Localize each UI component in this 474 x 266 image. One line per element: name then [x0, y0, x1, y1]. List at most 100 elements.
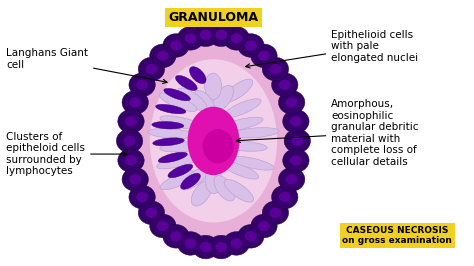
- Text: GRANULOMA: GRANULOMA: [168, 11, 258, 24]
- Ellipse shape: [177, 232, 204, 255]
- Ellipse shape: [251, 214, 277, 238]
- Ellipse shape: [129, 73, 155, 97]
- Ellipse shape: [124, 136, 136, 146]
- Ellipse shape: [160, 142, 206, 152]
- Text: Langhans Giant
cell: Langhans Giant cell: [6, 48, 167, 84]
- Ellipse shape: [178, 88, 207, 111]
- Ellipse shape: [163, 34, 189, 57]
- Ellipse shape: [129, 97, 141, 107]
- Ellipse shape: [146, 207, 157, 218]
- Ellipse shape: [190, 113, 226, 153]
- Ellipse shape: [224, 79, 253, 102]
- Ellipse shape: [272, 73, 298, 97]
- Ellipse shape: [129, 185, 155, 209]
- Ellipse shape: [150, 44, 176, 68]
- Ellipse shape: [184, 238, 196, 249]
- Ellipse shape: [192, 23, 219, 47]
- Ellipse shape: [283, 149, 309, 172]
- Ellipse shape: [279, 192, 291, 202]
- Ellipse shape: [152, 122, 184, 129]
- Ellipse shape: [286, 97, 298, 107]
- Ellipse shape: [290, 155, 302, 166]
- Ellipse shape: [148, 128, 195, 139]
- Ellipse shape: [251, 44, 277, 68]
- Ellipse shape: [175, 76, 197, 90]
- Ellipse shape: [270, 207, 282, 218]
- Ellipse shape: [177, 27, 204, 50]
- Ellipse shape: [181, 173, 201, 189]
- Ellipse shape: [160, 171, 197, 190]
- Ellipse shape: [117, 129, 143, 153]
- Ellipse shape: [118, 110, 144, 133]
- Ellipse shape: [122, 168, 148, 191]
- Ellipse shape: [258, 221, 270, 231]
- Ellipse shape: [122, 91, 148, 114]
- Ellipse shape: [224, 180, 254, 202]
- Ellipse shape: [190, 67, 206, 84]
- Ellipse shape: [125, 116, 137, 126]
- Ellipse shape: [125, 155, 137, 166]
- Ellipse shape: [170, 231, 182, 242]
- Ellipse shape: [200, 30, 211, 40]
- Ellipse shape: [153, 138, 184, 146]
- Ellipse shape: [136, 192, 148, 202]
- Ellipse shape: [129, 174, 141, 185]
- Ellipse shape: [150, 59, 277, 222]
- Ellipse shape: [157, 155, 200, 169]
- Ellipse shape: [224, 99, 261, 118]
- Ellipse shape: [158, 152, 187, 163]
- Ellipse shape: [136, 80, 148, 90]
- Ellipse shape: [155, 104, 186, 114]
- Ellipse shape: [230, 33, 242, 44]
- Ellipse shape: [219, 117, 263, 131]
- Ellipse shape: [163, 225, 189, 248]
- Ellipse shape: [220, 141, 267, 151]
- Ellipse shape: [230, 156, 274, 170]
- Ellipse shape: [223, 27, 250, 50]
- Ellipse shape: [245, 40, 257, 51]
- Ellipse shape: [292, 136, 303, 146]
- Text: Amorphous,
eosinophilic
granular debritic
material with
complete loss of
cellula: Amorphous, eosinophilic granular debriti…: [237, 99, 419, 167]
- Ellipse shape: [184, 33, 196, 44]
- Ellipse shape: [208, 23, 234, 47]
- Ellipse shape: [200, 242, 211, 252]
- Ellipse shape: [160, 116, 203, 130]
- Ellipse shape: [168, 164, 193, 178]
- Ellipse shape: [237, 34, 264, 57]
- Ellipse shape: [157, 51, 169, 61]
- Ellipse shape: [205, 73, 222, 99]
- Ellipse shape: [164, 88, 191, 101]
- Ellipse shape: [215, 30, 227, 40]
- Ellipse shape: [205, 167, 222, 194]
- Ellipse shape: [221, 161, 259, 179]
- Ellipse shape: [284, 129, 310, 153]
- Ellipse shape: [262, 201, 289, 225]
- Ellipse shape: [118, 149, 144, 172]
- Ellipse shape: [131, 36, 296, 246]
- Ellipse shape: [230, 238, 242, 249]
- Ellipse shape: [208, 235, 234, 259]
- Ellipse shape: [283, 110, 309, 133]
- Ellipse shape: [258, 51, 270, 61]
- Ellipse shape: [245, 231, 257, 242]
- Ellipse shape: [194, 90, 215, 116]
- Ellipse shape: [278, 91, 305, 114]
- Ellipse shape: [272, 185, 298, 209]
- Ellipse shape: [157, 221, 169, 231]
- Ellipse shape: [278, 168, 305, 191]
- Ellipse shape: [159, 93, 197, 111]
- Ellipse shape: [237, 225, 264, 248]
- Ellipse shape: [262, 57, 289, 81]
- Ellipse shape: [212, 85, 233, 111]
- Ellipse shape: [170, 40, 182, 51]
- Ellipse shape: [188, 107, 239, 175]
- Text: Clusters of
epitheloid cells
surrounded by
lymphocytes: Clusters of epitheloid cells surrounded …: [6, 132, 127, 176]
- Ellipse shape: [181, 167, 210, 190]
- Ellipse shape: [146, 64, 157, 74]
- Ellipse shape: [290, 116, 302, 126]
- Ellipse shape: [232, 128, 279, 138]
- Ellipse shape: [279, 80, 291, 90]
- Ellipse shape: [286, 174, 298, 185]
- Ellipse shape: [223, 232, 250, 255]
- Ellipse shape: [191, 181, 212, 206]
